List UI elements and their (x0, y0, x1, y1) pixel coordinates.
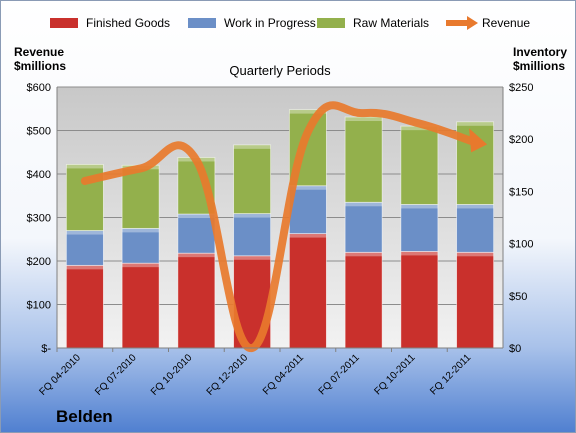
bar-work-in-progress (65, 230, 104, 266)
bar-work-in-progress (177, 213, 216, 254)
bar-work-in-progress (400, 204, 439, 252)
bar-finished-goods (456, 251, 495, 349)
right-axis-title-line1: Inventory (513, 45, 567, 59)
bar-highlight (122, 263, 160, 268)
legend-swatch-finished-goods (50, 18, 78, 28)
bar-highlight (456, 252, 494, 257)
legend-label: Raw Materials (353, 16, 429, 30)
bar-finished-goods (121, 262, 160, 349)
bar-highlight (177, 253, 215, 258)
bar-highlight (400, 204, 438, 209)
right-tick-label: $200 (509, 134, 533, 146)
bar-highlight (289, 185, 327, 190)
legend-swatch-work-in-progress (188, 18, 216, 28)
bar-work-in-progress (233, 213, 272, 257)
legend-label: Work in Progress (224, 16, 316, 30)
legend-label: Finished Goods (86, 16, 170, 30)
bar-finished-goods (288, 233, 327, 349)
left-tick-label: $600 (27, 82, 51, 94)
right-tick-label: $100 (509, 239, 533, 251)
revenue-line (80, 101, 480, 352)
right-tick-label: $250 (509, 82, 533, 94)
bar-highlight (289, 233, 327, 238)
right-axis-title-line2: $millions (513, 59, 565, 73)
left-axis-title-line1: Revenue (14, 45, 64, 59)
bar-raw-materials (121, 164, 160, 229)
bar-highlight (456, 121, 494, 126)
bar-highlight (233, 213, 271, 218)
revenue-line-layer (80, 101, 488, 352)
bar-finished-goods (177, 252, 216, 349)
bar-work-in-progress (344, 201, 383, 253)
bar-highlight (66, 265, 104, 270)
bar-highlight (345, 202, 383, 207)
bar-highlight (66, 230, 104, 235)
bar-raw-materials (400, 125, 439, 205)
bars (65, 109, 495, 349)
bar-highlight (289, 109, 327, 114)
legend: Finished Goods Work in Progress Raw Materi… (50, 16, 530, 30)
bar-work-in-progress (121, 227, 160, 264)
bar-highlight (400, 126, 438, 131)
left-tick-label: $100 (27, 300, 51, 312)
bar-highlight (66, 164, 104, 169)
bar-highlight (233, 144, 271, 149)
bar-work-in-progress (288, 185, 327, 234)
right-tick-label: $50 (509, 291, 527, 303)
legend-label: Revenue (482, 16, 530, 30)
bar-finished-goods (65, 264, 104, 349)
bar-highlight (177, 214, 215, 219)
bar-highlight (456, 204, 494, 209)
bar-highlight (122, 228, 160, 233)
company-name: Belden (56, 407, 113, 426)
left-tick-label: $200 (27, 256, 51, 268)
bar-raw-materials (233, 144, 272, 214)
legend-arrowhead (467, 16, 478, 30)
left-tick-label: $400 (27, 169, 51, 181)
left-tick-label: $- (41, 343, 51, 355)
bar-highlight (345, 252, 383, 257)
bar-raw-materials (344, 116, 383, 203)
left-axis-title-line2: $millions (14, 59, 66, 73)
revenue-arrowhead (469, 128, 488, 153)
bar-work-in-progress (456, 204, 495, 253)
right-tick-label: $0 (509, 343, 521, 355)
left-tick-label: $300 (27, 213, 51, 225)
bar-finished-goods (344, 251, 383, 349)
left-tick-label: $500 (27, 126, 51, 138)
bar-highlight (400, 251, 438, 256)
bar-highlight (233, 255, 271, 260)
legend-swatch-raw-materials (317, 18, 345, 28)
chart-subtitle: Quarterly Periods (229, 63, 331, 78)
right-tick-label: $150 (509, 186, 533, 198)
bar-highlight (345, 117, 383, 122)
bar-finished-goods (400, 251, 439, 349)
